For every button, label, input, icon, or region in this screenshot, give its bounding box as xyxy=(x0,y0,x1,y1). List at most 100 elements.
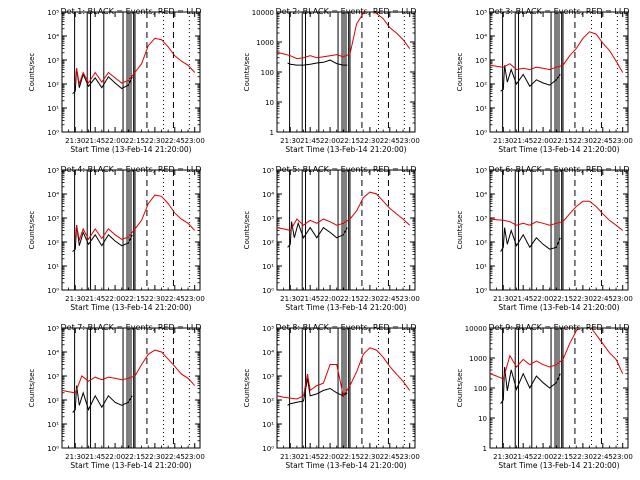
x-tick-label: 21:30 xyxy=(65,137,85,145)
lld-series-line xyxy=(490,31,624,73)
y-tick-label: 10² xyxy=(262,397,274,405)
y-tick-label: 10 xyxy=(265,99,274,107)
x-tick-label: 22:45 xyxy=(380,453,400,461)
y-axis-label: Counts/sec xyxy=(456,211,464,250)
y-tick-label: 10³ xyxy=(475,57,487,65)
panel-title: Det 9: BLACK = Events, RED = LLD xyxy=(489,323,630,332)
panel-title: Det 5: BLACK = Events, RED = LLD xyxy=(276,165,417,174)
x-axis-label: Start Time (13-Feb-14 21:20:00) xyxy=(498,303,619,312)
x-tick-label: 22:00 xyxy=(105,453,125,461)
y-tick-label: 10⁰ xyxy=(47,287,59,295)
y-tick-label: 10¹ xyxy=(262,263,274,271)
x-tick-label: 23:00 xyxy=(185,137,205,145)
lld-series-line xyxy=(490,200,624,231)
x-axis-label: Start Time (13-Feb-14 21:20:00) xyxy=(70,145,191,154)
x-tick-label: 22:15 xyxy=(340,295,360,303)
y-tick-label: 10⁵ xyxy=(47,9,59,17)
x-tick-label: 21:45 xyxy=(300,295,320,303)
y-tick-label: 1000 xyxy=(469,355,487,363)
y-tick-label: 10000 xyxy=(252,9,274,17)
x-tick-label: 22:45 xyxy=(380,295,400,303)
y-tick-label: 10² xyxy=(475,81,487,89)
x-tick-label: 22:00 xyxy=(320,295,340,303)
x-tick-label: 22:30 xyxy=(145,137,165,145)
y-tick-label: 10¹ xyxy=(47,105,59,113)
y-tick-label: 10000 xyxy=(465,325,487,333)
y-tick-label: 10² xyxy=(475,239,487,247)
x-axis-label: Start Time (13-Feb-14 21:20:00) xyxy=(498,145,619,154)
y-tick-label: 10² xyxy=(47,81,59,89)
x-tick-label: 23:00 xyxy=(185,295,205,303)
x-tick-label: 22:00 xyxy=(533,453,553,461)
detector-panel: 1 10 100 1000 10000 21:30 21:45 22:00 22:15 22:30… xyxy=(243,7,420,154)
y-tick-label: 10⁵ xyxy=(262,167,274,175)
x-tick-label: 22:30 xyxy=(360,295,380,303)
y-tick-label: 10⁵ xyxy=(262,325,274,333)
y-axis-label: Counts/sec xyxy=(243,211,251,250)
y-tick-label: 10¹ xyxy=(47,421,59,429)
y-tick-label: 10⁰ xyxy=(262,287,274,295)
x-tick-label: 23:00 xyxy=(185,453,205,461)
x-tick-label: 22:45 xyxy=(593,137,613,145)
events-series-line xyxy=(72,385,133,413)
x-tick-label: 21:30 xyxy=(280,295,300,303)
y-axis-label: Counts/sec xyxy=(243,53,251,92)
x-tick-label: 23:00 xyxy=(613,137,633,145)
x-axis-label: Start Time (13-Feb-14 21:20:00) xyxy=(70,461,191,470)
x-tick-label: 21:30 xyxy=(493,295,513,303)
y-tick-label: 10¹ xyxy=(475,263,487,271)
x-tick-label: 23:00 xyxy=(400,295,420,303)
y-tick-label: 10⁴ xyxy=(262,349,274,357)
plot-data xyxy=(62,349,196,413)
y-axis-label: Counts/sec xyxy=(28,369,36,408)
y-tick-label: 100 xyxy=(474,385,487,393)
events-series-line xyxy=(500,227,561,252)
x-tick-label: 23:00 xyxy=(400,453,420,461)
x-tick-label: 22:30 xyxy=(360,453,380,461)
events-series-line xyxy=(500,65,561,92)
y-tick-label: 10 xyxy=(478,415,487,423)
plot-data xyxy=(72,194,196,252)
x-tick-label: 22:30 xyxy=(145,453,165,461)
x-axis-label: Start Time (13-Feb-14 21:20:00) xyxy=(70,303,191,312)
y-tick-label: 10⁴ xyxy=(262,191,274,199)
y-tick-label: 10³ xyxy=(47,373,59,381)
x-tick-label: 22:15 xyxy=(125,295,145,303)
x-tick-label: 22:45 xyxy=(593,453,613,461)
y-tick-label: 10⁵ xyxy=(47,325,59,333)
x-tick-label: 22:00 xyxy=(533,137,553,145)
y-axis-label: Counts/sec xyxy=(456,369,464,408)
y-tick-label: 10⁰ xyxy=(475,287,487,295)
panel-title: Det 4: BLACK = Events, RED = LLD xyxy=(61,165,202,174)
panel-title: Det 1: BLACK = Events, RED = LLD xyxy=(61,7,202,16)
x-tick-label: 21:45 xyxy=(85,295,105,303)
y-tick-label: 10¹ xyxy=(262,421,274,429)
x-tick-label: 22:45 xyxy=(165,137,185,145)
x-tick-label: 22:00 xyxy=(105,295,125,303)
y-tick-label: 10³ xyxy=(262,215,274,223)
events-series-line xyxy=(287,378,348,406)
y-tick-label: 1 xyxy=(483,445,487,453)
y-tick-label: 10² xyxy=(47,239,59,247)
y-tick-label: 10⁴ xyxy=(475,33,487,41)
x-tick-label: 22:15 xyxy=(125,137,145,145)
y-tick-label: 10³ xyxy=(262,373,274,381)
plot-data xyxy=(277,191,411,248)
x-tick-label: 22:30 xyxy=(573,453,593,461)
x-tick-label: 22:15 xyxy=(340,453,360,461)
y-tick-label: 10⁰ xyxy=(475,129,487,137)
plot-data xyxy=(277,12,411,66)
x-tick-label: 21:45 xyxy=(300,137,320,145)
plot-data xyxy=(72,37,196,94)
x-tick-label: 22:00 xyxy=(105,137,125,145)
panel-title: Det 8: BLACK = Events, RED = LLD xyxy=(276,323,417,332)
y-tick-label: 10⁵ xyxy=(475,167,487,175)
y-tick-label: 10⁴ xyxy=(475,191,487,199)
y-axis-label: Counts/sec xyxy=(28,53,36,92)
y-tick-label: 1 xyxy=(270,129,274,137)
y-tick-label: 1000 xyxy=(256,39,274,47)
